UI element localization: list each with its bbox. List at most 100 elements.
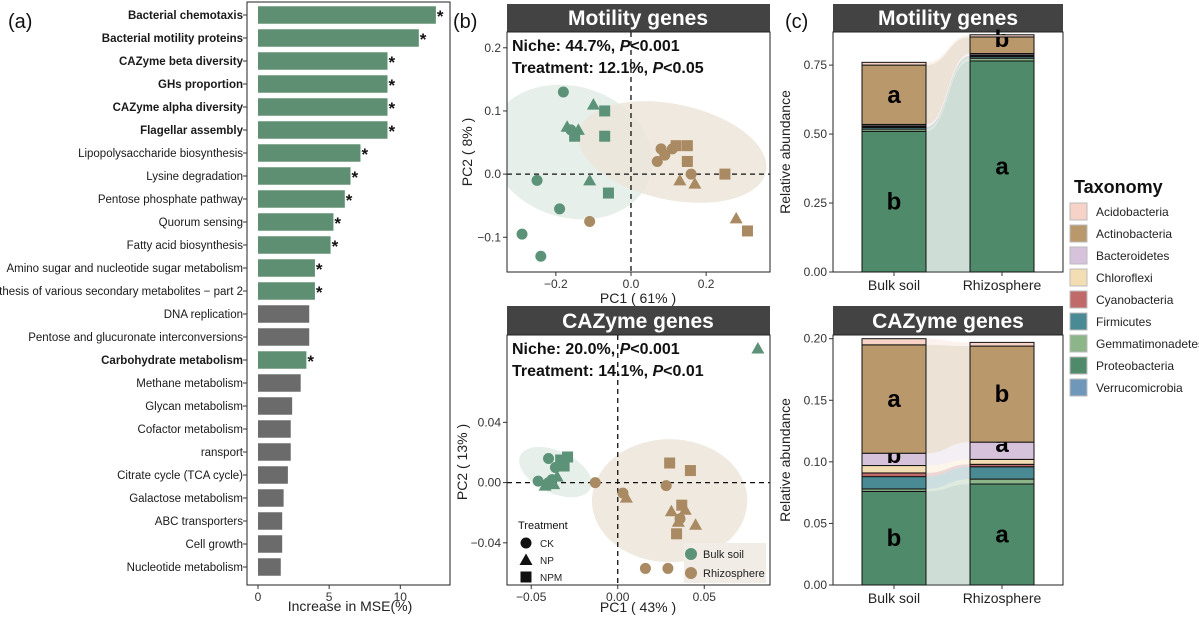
stat-p-value: <0.05 (663, 60, 704, 77)
cazyme-taxa-ylabel: Relative abundance (777, 398, 793, 522)
pca-point-npm (719, 168, 731, 180)
stat-p-symbol: P (620, 38, 631, 55)
motility-pca-frame (506, 31, 771, 273)
pca-point-np (550, 470, 564, 482)
importance-bar (258, 236, 331, 254)
taxonomy-label: Proteobacteria (1096, 359, 1174, 373)
importance-category-label: ABC transporters (155, 516, 243, 528)
stack-segment (861, 64, 927, 125)
x-tick-label: 5 (326, 590, 333, 604)
stat-line: Niche: 44.7%, P<0.001 (512, 38, 680, 55)
taxonomy-swatch (1069, 224, 1088, 243)
pca-point-ck (532, 475, 544, 487)
pca-point-ck (535, 250, 547, 262)
significance-letter: a (995, 522, 1009, 549)
pca-point-ck (651, 155, 663, 167)
significance-letter: a (887, 82, 901, 109)
taxonomy-label: Verrucomicrobia (1096, 381, 1183, 395)
importance-category-label: Glycan metabolism (145, 401, 243, 413)
pca-point-npm (558, 460, 570, 472)
significance-marker: * (352, 168, 359, 187)
importance-bar (258, 190, 345, 208)
importance-bar (258, 512, 283, 530)
stack-segment (861, 476, 927, 490)
significance-letter: b (995, 381, 1010, 408)
significance-marker: * (361, 145, 368, 164)
panel-label-a: (a) (8, 11, 32, 33)
importance-category-label: Citrate cycle (TCA cycle) (117, 470, 243, 482)
importance-bar (258, 351, 307, 369)
niche-legend-box (684, 543, 766, 583)
importance-category-label: Flagellar assembly (140, 125, 244, 137)
significance-letter: b (887, 189, 902, 216)
motility-pca-header (507, 4, 770, 32)
stat-label: Niche: 44.7%, (512, 38, 620, 55)
pca-point-np (560, 120, 574, 132)
importance-category-label: CAZyme beta diversity (119, 56, 244, 68)
importance-category-label: Fatty acid biosynthesis (127, 240, 244, 252)
importance-bar (258, 121, 388, 139)
flow-ribbon (926, 442, 970, 466)
importance-bar (258, 397, 293, 415)
stat-label: Treatment: 14.1%, (512, 363, 653, 380)
pca-point-np (751, 342, 765, 354)
importance-bar (258, 167, 351, 185)
significance-marker: * (389, 76, 396, 95)
taxonomy-swatch (1069, 378, 1088, 397)
stack-segment (969, 458, 1035, 465)
category-label: Rhizosphere (963, 277, 1042, 293)
significance-letter: b (887, 525, 902, 552)
category-label: Bulk soil (868, 277, 920, 293)
motility-taxa-header (833, 4, 1063, 32)
stack-segment (969, 483, 1035, 586)
importance-category-label: Bacterial motility proteins (102, 33, 243, 45)
x-tick-label: 0.2 (698, 277, 715, 291)
y-tick-label: 0.25 (804, 196, 828, 210)
stat-label: Treatment: 12.1%, (512, 60, 653, 77)
pca-point-ck (543, 452, 555, 464)
taxonomy-swatch (1069, 334, 1088, 353)
importance-bar (258, 259, 315, 277)
taxonomy-legend-title: Taxonomy (1074, 177, 1163, 197)
flow-ribbon (926, 484, 970, 585)
stat-line: Treatment: 12.1%, P<0.05 (512, 60, 704, 77)
stat-label: Niche: 20.0%, (512, 341, 620, 358)
panel-label-b: (b) (453, 11, 477, 33)
rhizosphere-ellipse (591, 439, 748, 563)
importance-bar (258, 305, 310, 323)
stat-p-symbol: P (653, 363, 664, 380)
treatment-legend-title: Treatment (518, 520, 568, 532)
significance-marker: * (437, 7, 444, 26)
pca-point-np (673, 173, 687, 186)
y-tick-label: 0.04 (478, 415, 502, 429)
y-tick-label: 0.75 (804, 58, 828, 72)
treatment-legend-label: NPM (540, 573, 562, 584)
pca-point-npm (684, 465, 696, 477)
importance-category-label: Quorum sensing (159, 217, 243, 229)
flow-ribbon (926, 54, 970, 127)
pca-point-ck (589, 477, 601, 489)
pca-point-ck (685, 168, 697, 180)
importance-bar (258, 535, 283, 553)
pca-point-npm (555, 454, 567, 466)
motility-taxa-frame (832, 31, 1064, 273)
pca-point-npm (670, 140, 682, 152)
importance-bar (258, 29, 419, 47)
pca-point-np (547, 477, 561, 490)
treatment-legend-symbol (520, 537, 532, 549)
pca-point-ck (639, 562, 651, 574)
significance-marker: * (332, 237, 339, 256)
importance-bar (258, 374, 301, 392)
pca-point-npm (681, 140, 693, 152)
pca-point-np (619, 491, 633, 503)
motility-pca-plot: Motility genes −0.2 0.0 0.2 −0.1 0.0 0.1 0.2 N… (459, 4, 771, 306)
pca-point-npm (562, 451, 574, 463)
taxonomy-label: Gemmatimonadetes (1096, 337, 1199, 351)
importance-category-label: Lysine degradation (146, 171, 243, 183)
y-tick-label: 0.50 (804, 127, 828, 141)
pca-point-ck (516, 228, 528, 240)
cazyme-pca-header (507, 306, 770, 335)
flow-ribbon (926, 53, 970, 126)
